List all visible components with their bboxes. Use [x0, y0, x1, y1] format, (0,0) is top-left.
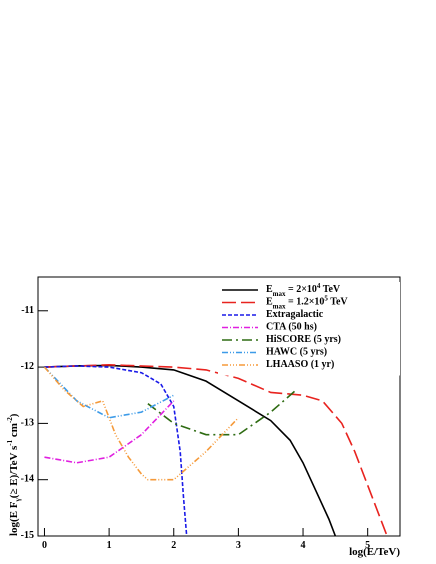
y-tick-label: -12: [21, 361, 34, 372]
x-axis-label: log(E/TeV): [349, 546, 400, 558]
y-axis-label: log(E Fγ(≥ E)/TeV s-1 cm-2): [6, 413, 22, 536]
legend-label: CTA (50 hs): [266, 322, 317, 333]
legend-label: LHAASO (1 yr): [266, 359, 334, 370]
x-tick-label: 2: [171, 540, 176, 551]
series-line: [43, 366, 175, 419]
x-tick-label: 4: [301, 540, 306, 551]
x-tick-label: 5: [365, 540, 370, 551]
y-tick-label: -15: [21, 530, 34, 541]
legend-label: Emax = 2×104 TeV: [266, 282, 341, 298]
legend-label: Emax = 1.2×105 TeV: [266, 294, 348, 310]
x-tick-label: 0: [42, 540, 47, 551]
legend-label: HiSCORE (5 yrs): [266, 334, 341, 345]
x-tick-label: 3: [236, 540, 241, 551]
legend-box: [218, 282, 400, 376]
series-line: [44, 364, 388, 536]
plot-frame: [37, 276, 401, 537]
legend-label: HAWC (5 yrs): [266, 347, 327, 358]
y-tick-label: -13: [21, 418, 34, 429]
series-line: [44, 400, 175, 464]
series-line: [43, 366, 239, 481]
series-line: [44, 364, 337, 536]
legend-label: Extragalactic: [266, 309, 324, 320]
y-tick-label: -14: [21, 474, 34, 485]
x-tick-label: 1: [107, 540, 112, 551]
y-tick-label: -11: [21, 305, 34, 316]
series-line: [44, 365, 188, 536]
